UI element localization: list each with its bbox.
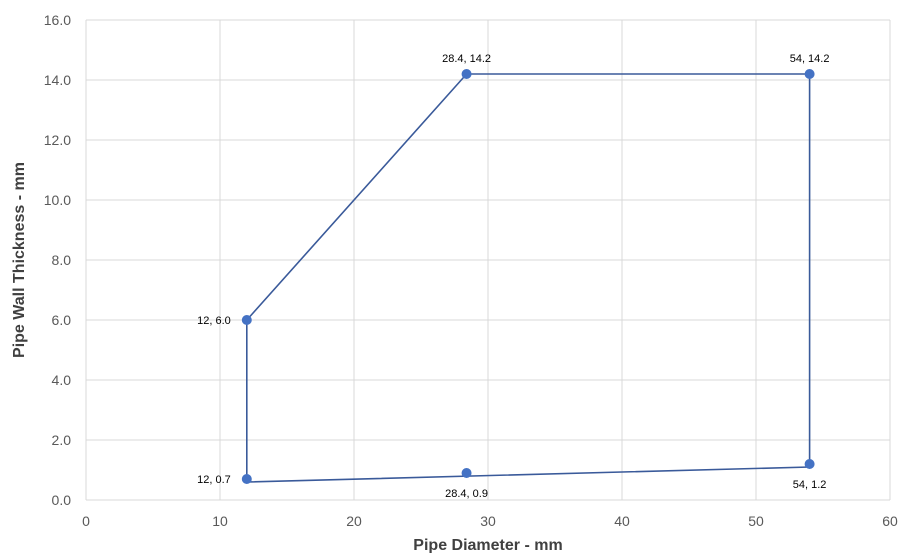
x-tick-label: 10 (212, 513, 228, 529)
y-axis-title: Pipe Wall Thickness - mm (11, 162, 28, 358)
data-point (461, 468, 472, 478)
data-label: 28.4, 14.2 (442, 53, 491, 65)
x-tick-label: 40 (614, 513, 630, 529)
x-tick-label: 20 (346, 513, 362, 529)
data-series (241, 69, 815, 484)
y-tick-label: 2.0 (52, 432, 72, 448)
data-label: 12, 0.7 (197, 474, 231, 486)
grid (85, 19, 891, 501)
y-tick-label: 12.0 (44, 132, 71, 148)
x-tick-label: 60 (882, 513, 898, 529)
y-tick-label: 4.0 (52, 372, 72, 388)
data-label: 28.4, 0.9 (445, 488, 488, 500)
x-axis-title: Pipe Diameter - mm (413, 537, 562, 553)
series-outline-line (246, 73, 811, 483)
data-point (241, 474, 252, 484)
y-tick-label: 14.0 (44, 72, 71, 88)
y-tick-label: 0.0 (52, 492, 72, 508)
data-label: 54, 14.2 (790, 53, 830, 65)
y-tick-label: 8.0 (52, 252, 72, 268)
data-point (804, 69, 815, 79)
data-labels: 12, 0.7 28.4, 0.9 54, 1.2 54, 14.2 28.4, 14.… (197, 53, 829, 500)
axes: 0 10 20 30 40 50 60 0.0 2.0 4.0 6.0 8.0 10.0 12.0 14.0… (44, 12, 898, 529)
y-tick-label: 6.0 (52, 312, 72, 328)
x-tick-label: 50 (748, 513, 764, 529)
x-tick-label: 0 (82, 513, 90, 529)
y-tick-label: 10.0 (44, 192, 71, 208)
data-label: 12, 6.0 (197, 315, 231, 327)
data-point (461, 69, 472, 79)
data-label: 54, 1.2 (793, 479, 827, 491)
data-point (804, 459, 815, 469)
x-tick-label: 30 (480, 513, 496, 529)
data-point (241, 315, 252, 325)
y-tick-label: 16.0 (44, 12, 71, 28)
